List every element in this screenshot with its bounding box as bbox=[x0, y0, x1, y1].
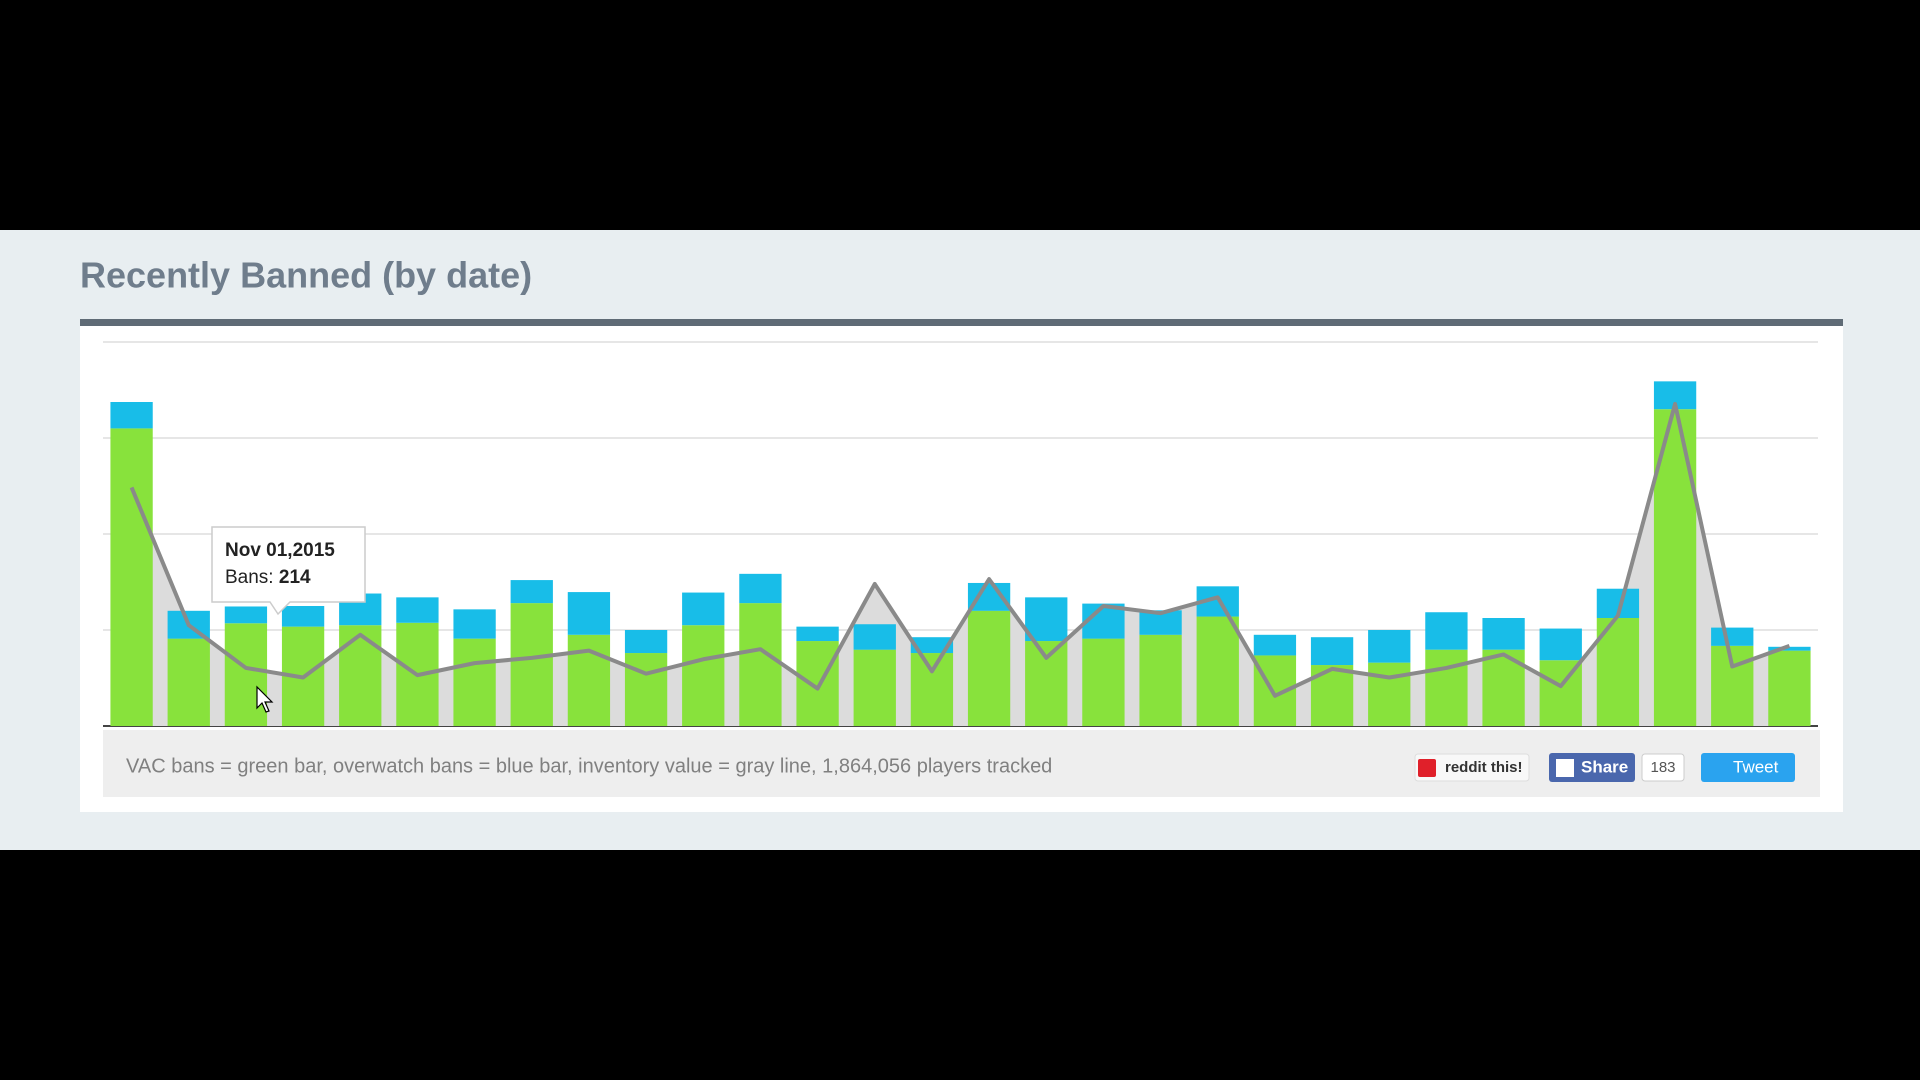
bar bbox=[910, 653, 954, 726]
bar bbox=[624, 630, 668, 654]
line bbox=[129, 401, 1791, 698]
tweet-button[interactable] bbox=[1701, 753, 1795, 782]
bar bbox=[1539, 628, 1582, 661]
bar bbox=[224, 606, 268, 624]
tooltip-row: Bans: 214 bbox=[225, 567, 311, 588]
bar bbox=[281, 606, 325, 627]
bar bbox=[1768, 646, 1811, 651]
bar bbox=[1425, 649, 1468, 726]
bar bbox=[1196, 616, 1239, 726]
bar bbox=[339, 625, 382, 726]
bar bbox=[853, 649, 896, 726]
bar bbox=[1482, 618, 1525, 650]
bar bbox=[910, 637, 954, 654]
bar bbox=[510, 603, 553, 726]
bar bbox=[1025, 641, 1068, 726]
reddit-button[interactable] bbox=[1414, 753, 1530, 782]
bar bbox=[967, 610, 1011, 726]
bar bbox=[1253, 634, 1297, 656]
tooltip-label: Bans: bbox=[225, 567, 274, 588]
bar bbox=[682, 592, 725, 626]
caption: VAC bans = green bar, overwatch bans = b… bbox=[126, 755, 1052, 777]
plot bbox=[103, 341, 1818, 727]
bar bbox=[1368, 662, 1411, 726]
tooltip-date: Nov 01,2015 bbox=[225, 540, 335, 561]
bar bbox=[510, 580, 553, 604]
reddit-label: reddit this! bbox=[1445, 759, 1523, 776]
bar bbox=[1711, 627, 1754, 646]
bar bbox=[853, 624, 896, 650]
bar bbox=[796, 626, 839, 642]
bar bbox=[682, 625, 725, 726]
bar bbox=[1768, 650, 1811, 726]
bar bbox=[453, 638, 496, 726]
footer bbox=[103, 730, 1820, 797]
bar bbox=[739, 603, 782, 726]
bar bbox=[739, 573, 782, 604]
bar bbox=[224, 623, 268, 726]
share-count: 183 bbox=[1650, 759, 1675, 776]
bar bbox=[1082, 638, 1125, 726]
tooltip: Nov 01,2015 Bans: 214 bbox=[211, 526, 366, 616]
reddit-icon bbox=[1418, 759, 1436, 777]
bar bbox=[1425, 612, 1468, 650]
tweet-label: Tweet bbox=[1733, 757, 1779, 776]
bar bbox=[110, 428, 153, 726]
bar bbox=[624, 653, 668, 726]
bar bbox=[1025, 597, 1068, 642]
tooltip-box bbox=[211, 526, 366, 616]
bar bbox=[396, 597, 439, 623]
share-count-box bbox=[1641, 753, 1685, 782]
cursor bbox=[256, 685, 274, 713]
share-label: Share bbox=[1581, 757, 1628, 776]
facebook-icon bbox=[1556, 759, 1574, 777]
bar bbox=[567, 634, 611, 726]
bar bbox=[453, 609, 496, 639]
bar bbox=[796, 641, 839, 726]
section-title: Recently Banned (by date) bbox=[80, 255, 532, 296]
bar bbox=[110, 402, 153, 429]
bar bbox=[1368, 630, 1411, 663]
tooltip-value: 214 bbox=[279, 567, 311, 588]
title-rule bbox=[80, 319, 1843, 326]
bar bbox=[1139, 634, 1182, 726]
bar bbox=[567, 592, 611, 635]
bar bbox=[167, 638, 210, 726]
bar bbox=[1310, 637, 1354, 666]
